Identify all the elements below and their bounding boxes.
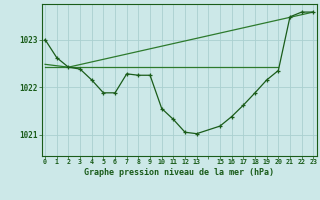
X-axis label: Graphe pression niveau de la mer (hPa): Graphe pression niveau de la mer (hPa) <box>84 168 274 177</box>
